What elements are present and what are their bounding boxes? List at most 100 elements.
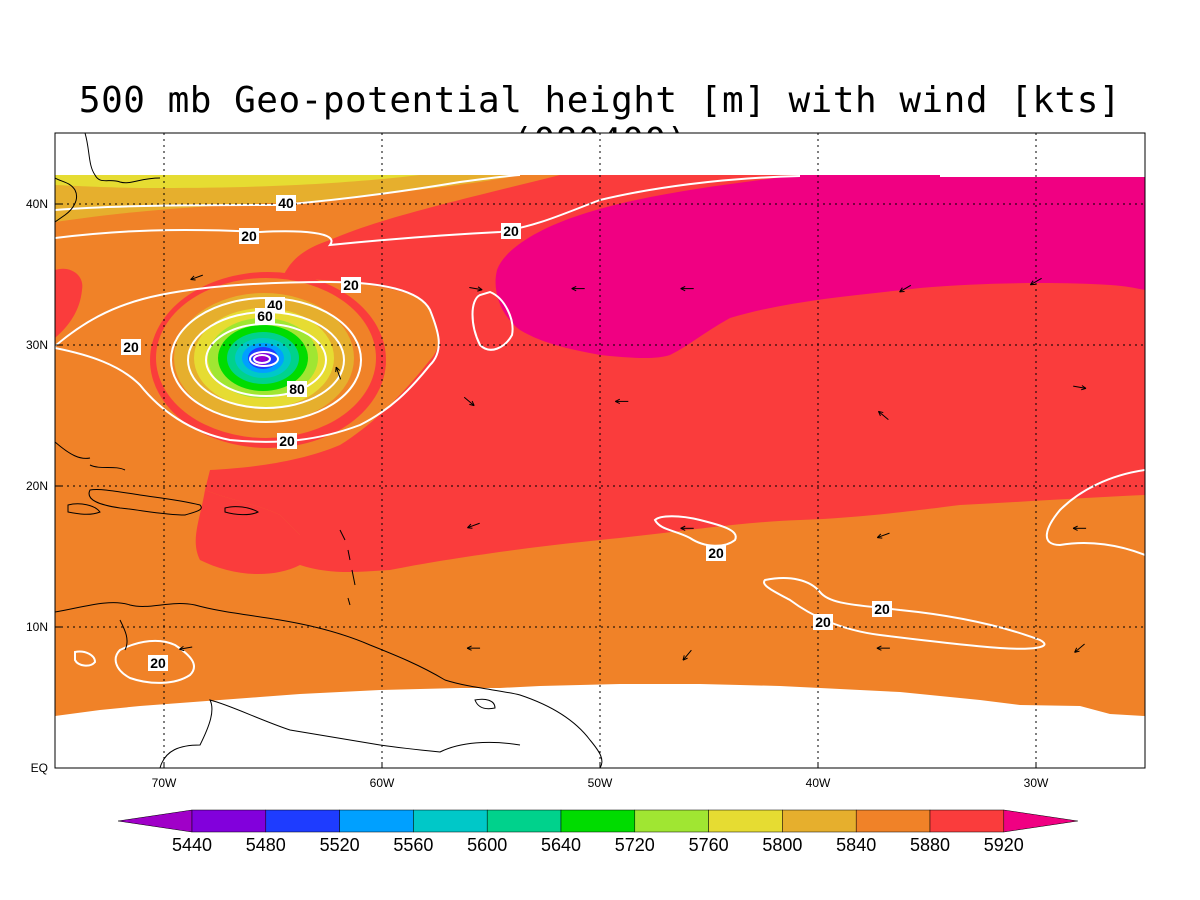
wind-vector	[469, 286, 483, 292]
colorbar-swatch	[486, 809, 562, 833]
x-tick-40w: 40W	[806, 776, 831, 790]
contour-40-north	[55, 174, 521, 211]
colorbar-swatch	[929, 809, 1005, 833]
contour-100-cyclone	[249, 351, 279, 367]
colorbar-swatch	[560, 809, 636, 833]
wind-vector	[877, 410, 889, 421]
contour-20-east	[1045, 469, 1145, 556]
coast-jamaica	[67, 503, 101, 515]
colorbar-swatch	[855, 809, 931, 833]
wind-vector	[463, 396, 475, 407]
x-tick-50w: 50W	[588, 776, 613, 790]
band-5920-west	[55, 268, 83, 338]
contour-label-box	[239, 228, 259, 244]
colorbar-label: 5600	[467, 835, 507, 855]
coastlines	[55, 133, 603, 768]
colorbar-label: 5760	[689, 835, 729, 855]
contour-label-box	[706, 545, 726, 561]
colorbar-label: 5880	[910, 835, 950, 855]
contour-label: 20	[874, 601, 890, 617]
band-5800	[55, 175, 420, 188]
contour-label: 80	[289, 381, 305, 397]
coast-venezuela-interior	[159, 699, 521, 768]
wind-vector	[876, 532, 890, 539]
colorbar: 5440 5480 5520 5560 5600 5640 5720 5760 5800 5840…	[117, 809, 1078, 855]
coast-new-england	[84, 133, 161, 184]
contour-label-box	[287, 381, 307, 397]
y-tick-20n: 20N	[26, 479, 48, 493]
coast-mid-atlantic	[55, 177, 78, 223]
contour-120-cyclone	[253, 354, 271, 364]
wind-vector	[335, 366, 342, 380]
colorbar-swatch	[191, 809, 267, 833]
contour-label-box	[255, 308, 275, 324]
colorbar-label: 5520	[320, 835, 360, 855]
band-5920-caribbean	[195, 490, 300, 575]
wind-vector	[1072, 525, 1087, 531]
y-tick-eq: EQ	[31, 761, 48, 775]
colorbar-label: 5800	[762, 835, 802, 855]
wind-vector	[876, 645, 890, 651]
wind-vector	[1029, 277, 1042, 286]
contour-20-south	[763, 577, 1046, 650]
contour-label-box	[813, 614, 833, 630]
contour-label: 20	[343, 277, 359, 293]
contour-20-sw2	[74, 650, 97, 667]
band-5960	[495, 175, 1145, 359]
contour-label-box	[148, 655, 168, 671]
wind-vector	[615, 398, 629, 405]
x-tick-70w: 70W	[152, 776, 177, 790]
wind-vector	[680, 285, 694, 292]
tick-marks	[55, 203, 1037, 768]
y-tick-10n: 10N	[26, 620, 48, 634]
wind-vector	[467, 522, 480, 529]
coast-hispaniola	[88, 489, 202, 516]
contour-20-cyclone	[55, 280, 440, 443]
contour-label: 20	[503, 223, 519, 239]
coast-guyana-lake	[474, 698, 496, 710]
cyclone-low	[150, 272, 386, 448]
coast-bahamas-2	[89, 464, 126, 471]
y-tick-40n: 40N	[26, 197, 48, 211]
contour-label: 20	[708, 545, 724, 561]
colorbar-swatch	[413, 809, 488, 833]
height-field	[55, 133, 1145, 768]
colorbar-label: 5920	[984, 835, 1024, 855]
contour-20-north	[55, 175, 801, 247]
coast-maracaibo	[119, 619, 128, 651]
contour-20-sw	[114, 639, 195, 684]
colorbar-label: 5840	[836, 835, 876, 855]
colorbar-swatch	[782, 809, 857, 833]
wind-vector	[1074, 643, 1085, 653]
colorbar-low-arrow	[117, 809, 193, 833]
colorbar-high-arrow	[1003, 809, 1078, 833]
contour-label: 20	[123, 339, 139, 355]
x-tick-30w: 30W	[1024, 776, 1049, 790]
coast-south-america-north	[55, 602, 603, 768]
contour-label-box	[276, 195, 296, 211]
contour-label-box	[341, 277, 361, 293]
wind-vector	[899, 284, 912, 293]
wind-vector	[571, 285, 585, 292]
wind-vector	[179, 645, 193, 652]
colorbar-label: 5440	[172, 835, 212, 855]
contour-label: 40	[278, 195, 294, 211]
contour-label: 60	[257, 308, 273, 324]
colorbar-label: 5480	[246, 835, 286, 855]
wind-vector	[682, 649, 692, 661]
wind-vector	[1073, 385, 1087, 391]
coast-bahamas-1	[55, 441, 91, 459]
contour-label-box	[121, 339, 141, 355]
colorbar-label: 5560	[393, 835, 433, 855]
contour-20-island	[471, 290, 514, 351]
contour-label: 20	[241, 228, 257, 244]
colorbar-swatch	[265, 809, 340, 833]
contour-label-box	[872, 601, 892, 617]
y-tick-30n: 30N	[26, 338, 48, 352]
wind-vectors	[179, 274, 1087, 661]
colorbar-swatch	[708, 809, 783, 833]
coast-lesser-antilles	[339, 529, 356, 606]
colorbar-label: 5640	[541, 835, 581, 855]
wind-vector	[680, 525, 694, 531]
